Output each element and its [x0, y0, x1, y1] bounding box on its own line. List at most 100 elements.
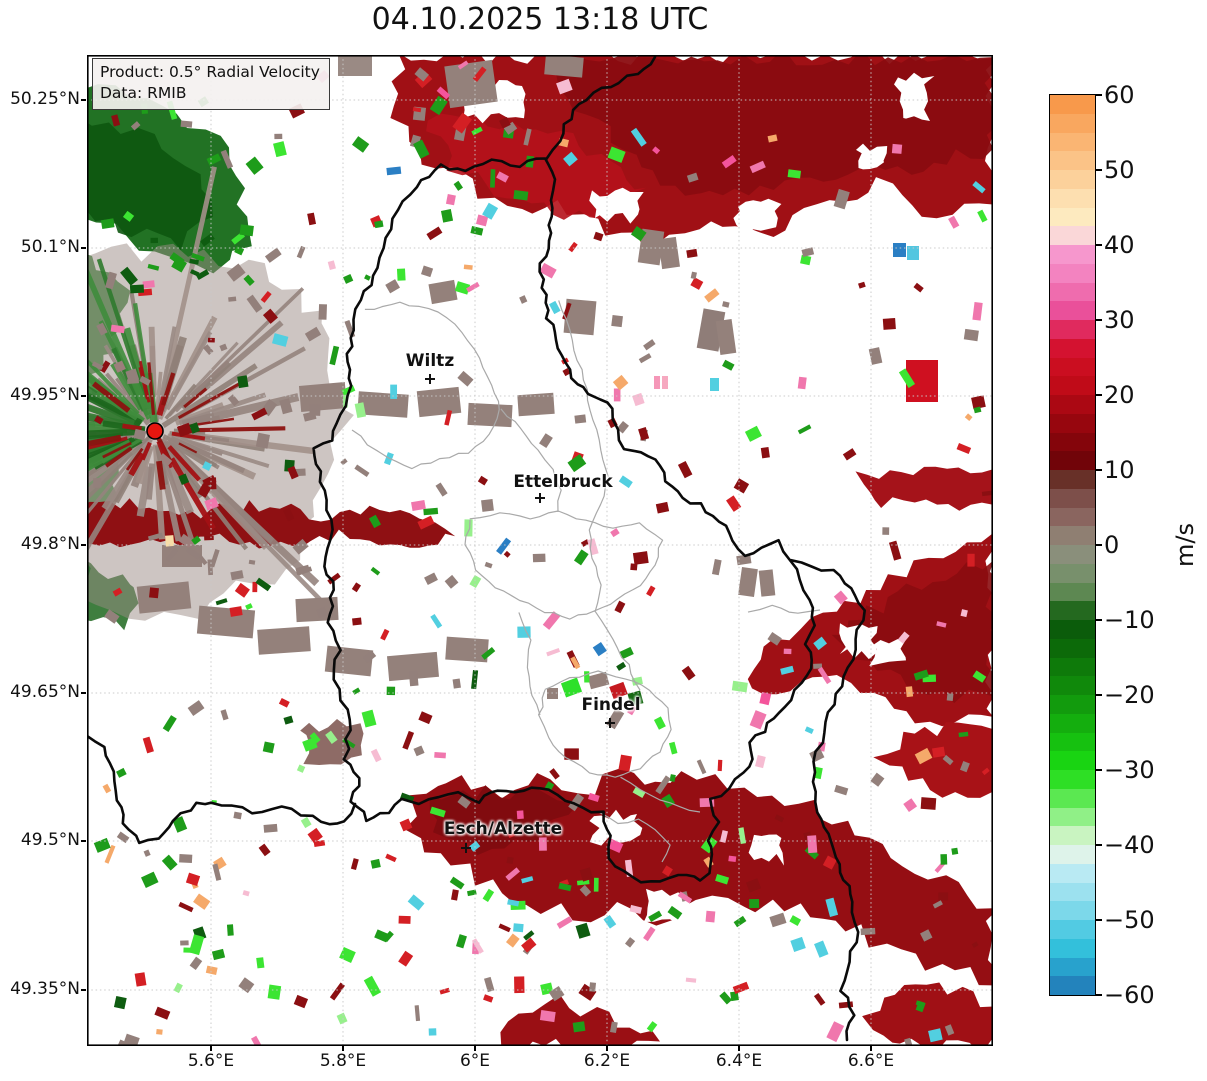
colorbar-segment [1050, 713, 1095, 733]
colorbar-segment [1050, 901, 1095, 920]
colorbar-tick-label: −20 [1104, 681, 1155, 709]
colorbar-segment [1050, 451, 1095, 470]
colorbar-segment [1050, 826, 1095, 845]
colorbar-segment [1050, 657, 1095, 677]
echo-gaps [461, 72, 935, 968]
page-title: 04.10.2025 13:18 UTC [371, 2, 709, 37]
colorbar-tick-label: 30 [1104, 306, 1135, 334]
colorbar [1049, 94, 1096, 996]
colorbar-segment [1050, 620, 1095, 639]
colorbar-tick-label: 0 [1104, 531, 1120, 559]
colorbar-tick-label: −40 [1104, 831, 1155, 859]
colorbar-segment [1050, 845, 1095, 864]
colorbar-segment [1050, 470, 1095, 489]
colorbar-tick-label: −10 [1104, 606, 1155, 634]
y-axis-tick-label: 49.8°N [20, 534, 80, 554]
y-axis-tick-mark [81, 840, 86, 842]
colorbar-segment [1050, 751, 1095, 770]
colorbar-segment [1050, 976, 1095, 995]
y-axis-tick-mark [81, 247, 86, 249]
colorbar-segment [1050, 395, 1095, 414]
colorbar-tick-label: 20 [1104, 381, 1135, 409]
right-mid-dark [831, 560, 993, 704]
colorbar-segment [1050, 170, 1095, 189]
colorbar-segment [1050, 413, 1095, 433]
y-axis-tick-label: 49.65°N [10, 682, 80, 702]
x-axis-tick-label: 6.2°E [583, 1051, 631, 1071]
colorbar-segment [1050, 188, 1095, 208]
colorbar-segment [1050, 357, 1095, 377]
colorbar-segment [1050, 132, 1095, 152]
colorbar-segment [1050, 320, 1095, 339]
speckle-field [91, 60, 993, 1046]
colorbar-tick-mark [1095, 244, 1102, 246]
x-axis-tick-mark [738, 1046, 740, 1051]
colorbar-segment [1050, 882, 1095, 902]
city-label-findel: Findel [581, 695, 641, 715]
colorbar-segment [1050, 695, 1095, 714]
colorbar-tick-label: −30 [1104, 756, 1155, 784]
colorbar-segment [1050, 376, 1095, 395]
colorbar-segment [1050, 676, 1095, 695]
colorbar-unit-label: m/s [1171, 523, 1199, 567]
colorbar-segment [1050, 488, 1095, 508]
echo-blobs [136, 55, 938, 707]
velocity-regions [87, 55, 993, 1046]
colorbar-segment [1050, 863, 1095, 883]
colorbar-tick-mark [1095, 994, 1102, 996]
plot-frame [87, 55, 993, 1046]
colorbar-segment [1050, 151, 1095, 170]
y-axis-tick-mark [81, 395, 86, 397]
colorbar-tick-mark [1095, 919, 1102, 921]
colorbar-segment [1050, 563, 1095, 583]
colorbar-tick-mark [1095, 619, 1102, 621]
colorbar-tick-mark [1095, 319, 1102, 321]
colorbar-segment [1050, 113, 1095, 133]
colorbar-segment [1050, 732, 1095, 752]
product-info-box: Product: 0.5° Radial Velocity Data: RMIB [92, 58, 330, 110]
colorbar-segment [1050, 788, 1095, 808]
colorbar-tick-mark [1095, 694, 1102, 696]
city-markers [425, 374, 615, 853]
x-axis-tick-mark [342, 1046, 344, 1051]
colorbar-segment [1050, 601, 1095, 620]
colorbar-segment [1050, 263, 1095, 283]
y-axis-tick-mark [81, 99, 86, 101]
x-axis-tick-label: 5.6°E [187, 1051, 235, 1071]
colorbar-tick-mark [1095, 394, 1102, 396]
colorbar-tick-label: 10 [1104, 456, 1135, 484]
bottom-band-main [404, 768, 993, 986]
map-canvas [87, 55, 993, 1046]
y-axis-tick-label: 50.25°N [10, 89, 80, 109]
right-streak [855, 466, 993, 511]
y-axis-tick-mark [81, 989, 86, 991]
colorbar-tick-mark [1095, 769, 1102, 771]
data-source-line: Data: RMIB [100, 84, 187, 102]
y-axis-tick-label: 49.5°N [20, 830, 80, 850]
colorbar-segment [1050, 957, 1095, 977]
colorbar-segment [1050, 526, 1095, 545]
colorbar-segment [1050, 807, 1095, 827]
y-axis-tick-mark [81, 692, 86, 694]
colorbar-tick-mark [1095, 844, 1102, 846]
colorbar-segment [1050, 301, 1095, 320]
product-line: Product: 0.5° Radial Velocity [100, 63, 320, 81]
colorbar-segment [1050, 245, 1095, 264]
x-axis-tick-label: 6.4°E [715, 1051, 763, 1071]
x-axis-tick-label: 5.8°E [319, 1051, 367, 1071]
colorbar-segment [1050, 282, 1095, 302]
colorbar-segment [1050, 545, 1095, 564]
colorbar-tick-label: 60 [1104, 81, 1135, 109]
y-axis-tick-label: 49.35°N [10, 979, 80, 999]
city-label-ettelbruck: Ettelbruck [513, 472, 613, 492]
x-axis-tick-mark [606, 1046, 608, 1051]
colorbar-segment [1050, 207, 1095, 227]
right-low-ext [873, 722, 993, 798]
bottom-left-blob [500, 994, 660, 1046]
colorbar-tick-mark [1095, 469, 1102, 471]
x-axis-tick-label: 6°E [459, 1051, 491, 1071]
nw-green-inner [87, 122, 213, 251]
colorbar-segment [1050, 938, 1095, 958]
colorbar-segment [1050, 770, 1095, 789]
colorbar-segment [1050, 582, 1095, 602]
